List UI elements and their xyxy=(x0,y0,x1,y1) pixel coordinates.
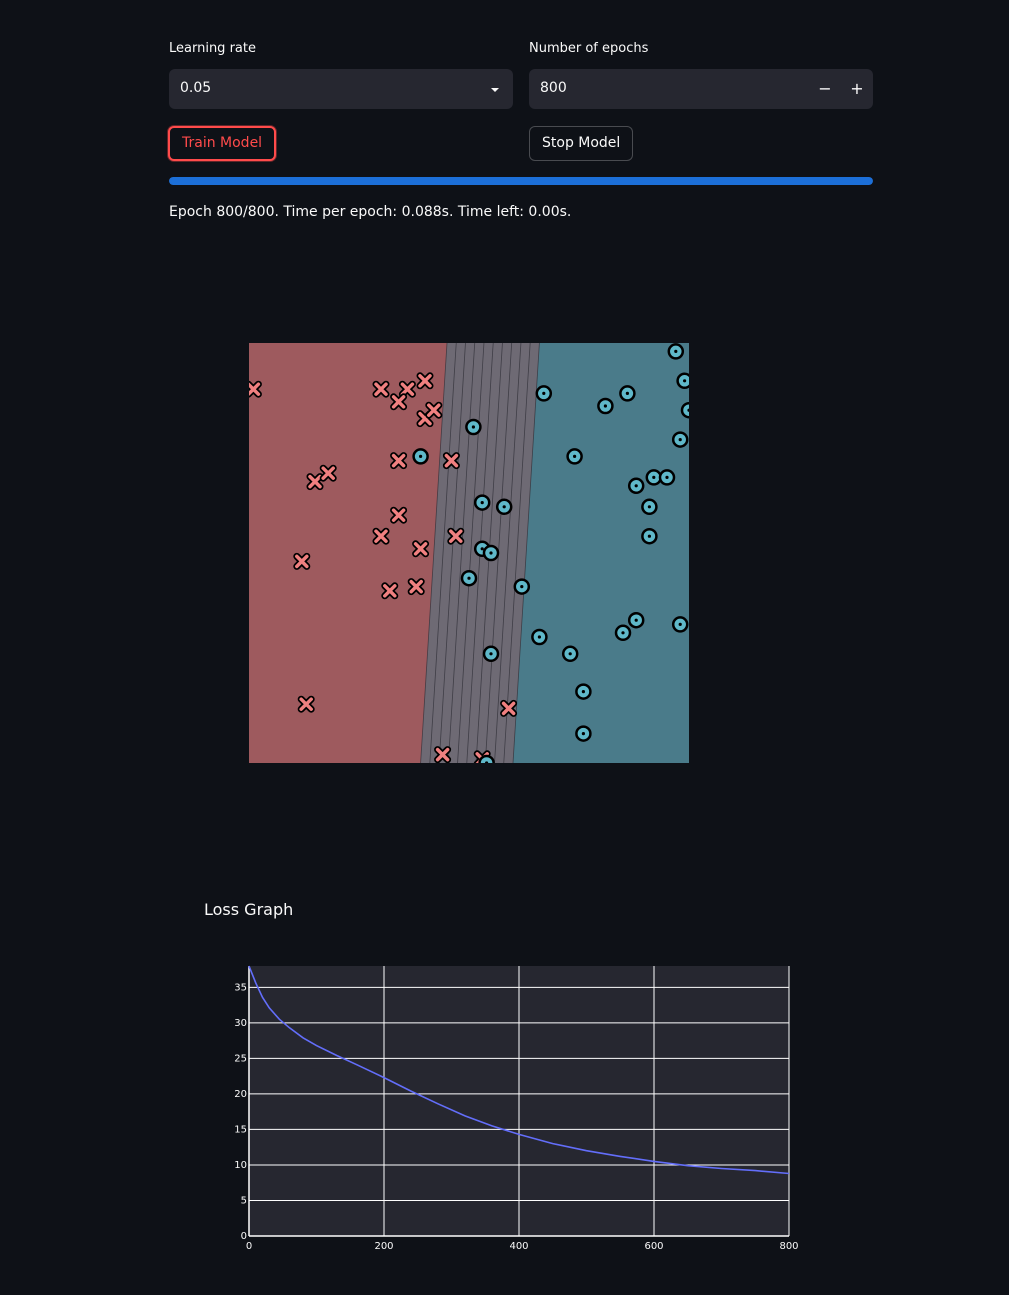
class-x-point xyxy=(425,401,443,419)
x-tick-label: 800 xyxy=(779,1241,798,1252)
class-o-point xyxy=(478,754,495,763)
class-x-point xyxy=(372,527,390,545)
decision-boundary-plot xyxy=(249,343,689,763)
class-o-point xyxy=(619,385,636,402)
class-x-point xyxy=(372,380,390,398)
loss-graph: 0 200 400 600 800 0 5 10 15 20 25 30 35 xyxy=(234,965,799,1252)
x-tick-label: 600 xyxy=(644,1241,663,1252)
class-o-point xyxy=(513,578,531,595)
epochs-value[interactable]: 800 xyxy=(540,80,567,96)
class-o-point xyxy=(535,385,553,402)
class-o-point xyxy=(627,477,645,495)
class-o-point xyxy=(597,397,614,415)
class-o-point xyxy=(680,401,689,419)
x-tick-label: 200 xyxy=(374,1241,393,1252)
class-o-point xyxy=(482,645,500,663)
class-o-point xyxy=(473,494,491,511)
x-tick-label: 400 xyxy=(509,1241,528,1252)
class-x-point xyxy=(407,578,425,596)
loss-graph-title: Loss Graph xyxy=(204,900,294,919)
class-x-point xyxy=(416,372,434,390)
class-x-point xyxy=(319,464,337,482)
class-o-point xyxy=(658,469,676,486)
y-tick-label: 25 xyxy=(234,1053,247,1064)
boundary-contour-line xyxy=(429,343,457,763)
epochs-number-input[interactable]: 800 − + xyxy=(529,69,873,109)
class-o-point xyxy=(531,628,548,646)
class-x-point xyxy=(390,452,408,470)
y-tick-label: 0 xyxy=(241,1231,247,1242)
x-tick-label: 0 xyxy=(246,1241,252,1252)
class-x-point xyxy=(434,746,452,763)
class-o-point xyxy=(460,569,478,587)
class-o-point xyxy=(641,498,658,516)
y-tick-label: 10 xyxy=(234,1160,247,1171)
class-x-point xyxy=(500,699,518,717)
class-o-point xyxy=(561,645,579,663)
y-tick-label: 20 xyxy=(234,1089,247,1100)
y-tick-label: 30 xyxy=(234,1018,247,1029)
class-x-point xyxy=(390,393,408,411)
boundary-contour-line xyxy=(503,343,531,763)
train-model-button[interactable]: Train Model xyxy=(168,126,277,161)
epochs-label: Number of epochs xyxy=(529,41,649,56)
y-tick-label: 5 xyxy=(241,1195,247,1206)
class-x-point xyxy=(447,527,465,545)
class-o-point xyxy=(575,725,592,742)
class-x-point xyxy=(390,506,408,524)
y-tick-label: 15 xyxy=(234,1124,247,1135)
class-o-point xyxy=(627,611,645,629)
boundary-contour-line xyxy=(420,343,448,763)
class-o-point xyxy=(645,469,663,486)
class-x-point xyxy=(412,540,430,558)
class-o-point xyxy=(465,418,482,436)
class-x-point xyxy=(442,452,460,470)
boundary-contour-line xyxy=(457,343,485,763)
class-x-point xyxy=(398,380,416,398)
class-o-region xyxy=(513,343,689,763)
loss-line xyxy=(248,965,790,1175)
class-o-point xyxy=(412,448,429,465)
learning-rate-label: Learning rate xyxy=(169,41,256,56)
class-o-point xyxy=(575,683,592,700)
class-o-point xyxy=(566,448,583,465)
class-x-point xyxy=(293,552,311,570)
class-x-point xyxy=(297,695,315,713)
class-x-point xyxy=(381,582,399,600)
progress-bar-fill xyxy=(169,177,873,185)
class-o-point xyxy=(671,616,689,633)
epochs-decrement-button[interactable]: − xyxy=(818,79,832,98)
training-status-text: Epoch 800/800. Time per epoch: 0.088s. T… xyxy=(169,204,572,220)
boundary-contour-line xyxy=(447,343,476,763)
stop-model-button[interactable]: Stop Model xyxy=(529,126,634,161)
progress-bar xyxy=(169,177,873,185)
boundary-contour-line xyxy=(438,343,466,763)
epochs-increment-button[interactable]: + xyxy=(850,79,864,98)
class-o-point xyxy=(495,498,513,516)
learning-rate-value: 0.05 xyxy=(180,80,212,96)
boundary-contour-line xyxy=(494,343,522,763)
chevron-down-icon[interactable] xyxy=(491,88,499,92)
class-o-point xyxy=(641,527,658,545)
class-o-point xyxy=(671,431,689,448)
boundary-contour-line xyxy=(512,343,540,763)
class-x-point xyxy=(306,473,324,491)
class-x-point xyxy=(249,380,262,398)
learning-rate-select[interactable]: 0.05 xyxy=(169,69,513,109)
class-o-point xyxy=(667,343,685,360)
class-o-point xyxy=(676,372,689,390)
class-o-point xyxy=(614,624,632,642)
class-o-point xyxy=(482,544,500,562)
y-tick-label: 35 xyxy=(234,982,247,993)
